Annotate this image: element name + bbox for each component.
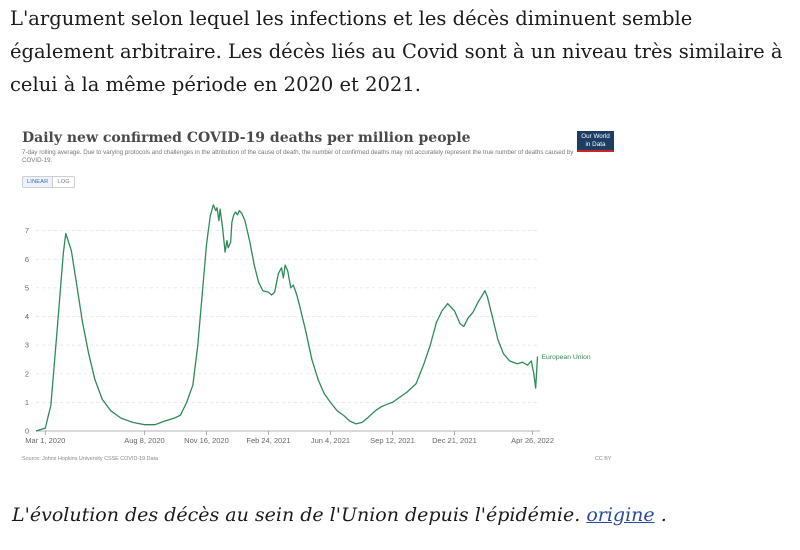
- y-tick-label: 3: [25, 341, 29, 350]
- origin-link[interactable]: origine: [586, 504, 655, 526]
- y-tick-label: 4: [25, 312, 29, 321]
- y-tick-label: 5: [25, 283, 29, 292]
- y-tick-label: 6: [25, 255, 29, 264]
- x-tick-label: Mar 1, 2020: [25, 436, 65, 445]
- chart-card: 0 1 2 3 4 5 6 7 Mar 1, 2020 Aug 8, 2020 Nov 16, 20…: [10, 118, 625, 474]
- chart-subtitle: 7-day rolling average. Due to varying pr…: [22, 149, 574, 164]
- x-tick-label: Dec 21, 2021: [432, 436, 477, 445]
- y-tick-label: 7: [25, 226, 29, 235]
- owid-logo[interactable]: Our World in Data: [577, 131, 614, 152]
- caption-text: L'évolution des décès au sein de l'Union…: [12, 504, 581, 526]
- chart-license[interactable]: CC BY: [595, 456, 612, 462]
- figure-caption: L'évolution des décès au sein de l'Union…: [12, 504, 667, 526]
- x-tick-label: Sep 12, 2021: [370, 436, 415, 445]
- line-chart: 0 1 2 3 4 5 6 7 Mar 1, 2020 Aug 8, 2020 Nov 16, 20…: [25, 204, 591, 445]
- scale-toggle: LINEAR LOG: [22, 176, 75, 188]
- intro-paragraph: L'argument selon lequel les infections e…: [10, 7, 783, 96]
- x-tick-label: Nov 16, 2020: [184, 436, 229, 445]
- y-tick-label: 0: [25, 427, 29, 436]
- x-tick-label: Feb 24, 2021: [246, 436, 290, 445]
- series-label-european-union: European Union: [542, 354, 591, 361]
- series-line-european-union: [35, 204, 539, 432]
- x-tick-label: Aug 8, 2020: [124, 436, 164, 445]
- chart-source: Source: Johns Hopkins University CSSE CO…: [22, 456, 159, 462]
- caption-end: .: [660, 504, 667, 526]
- log-scale-button[interactable]: LOG: [53, 177, 74, 187]
- y-tick-label: 2: [25, 369, 29, 378]
- x-tick-label: Jun 4, 2021: [311, 436, 350, 445]
- logo-line-2: in Data: [585, 140, 606, 148]
- y-tick-label: 1: [25, 398, 29, 407]
- chart-title: Daily new confirmed COVID-19 deaths per …: [22, 130, 471, 146]
- linear-scale-button[interactable]: LINEAR: [23, 177, 54, 187]
- x-tick-label: Apr 26, 2022: [511, 436, 554, 445]
- logo-line-1: Our World: [581, 133, 610, 140]
